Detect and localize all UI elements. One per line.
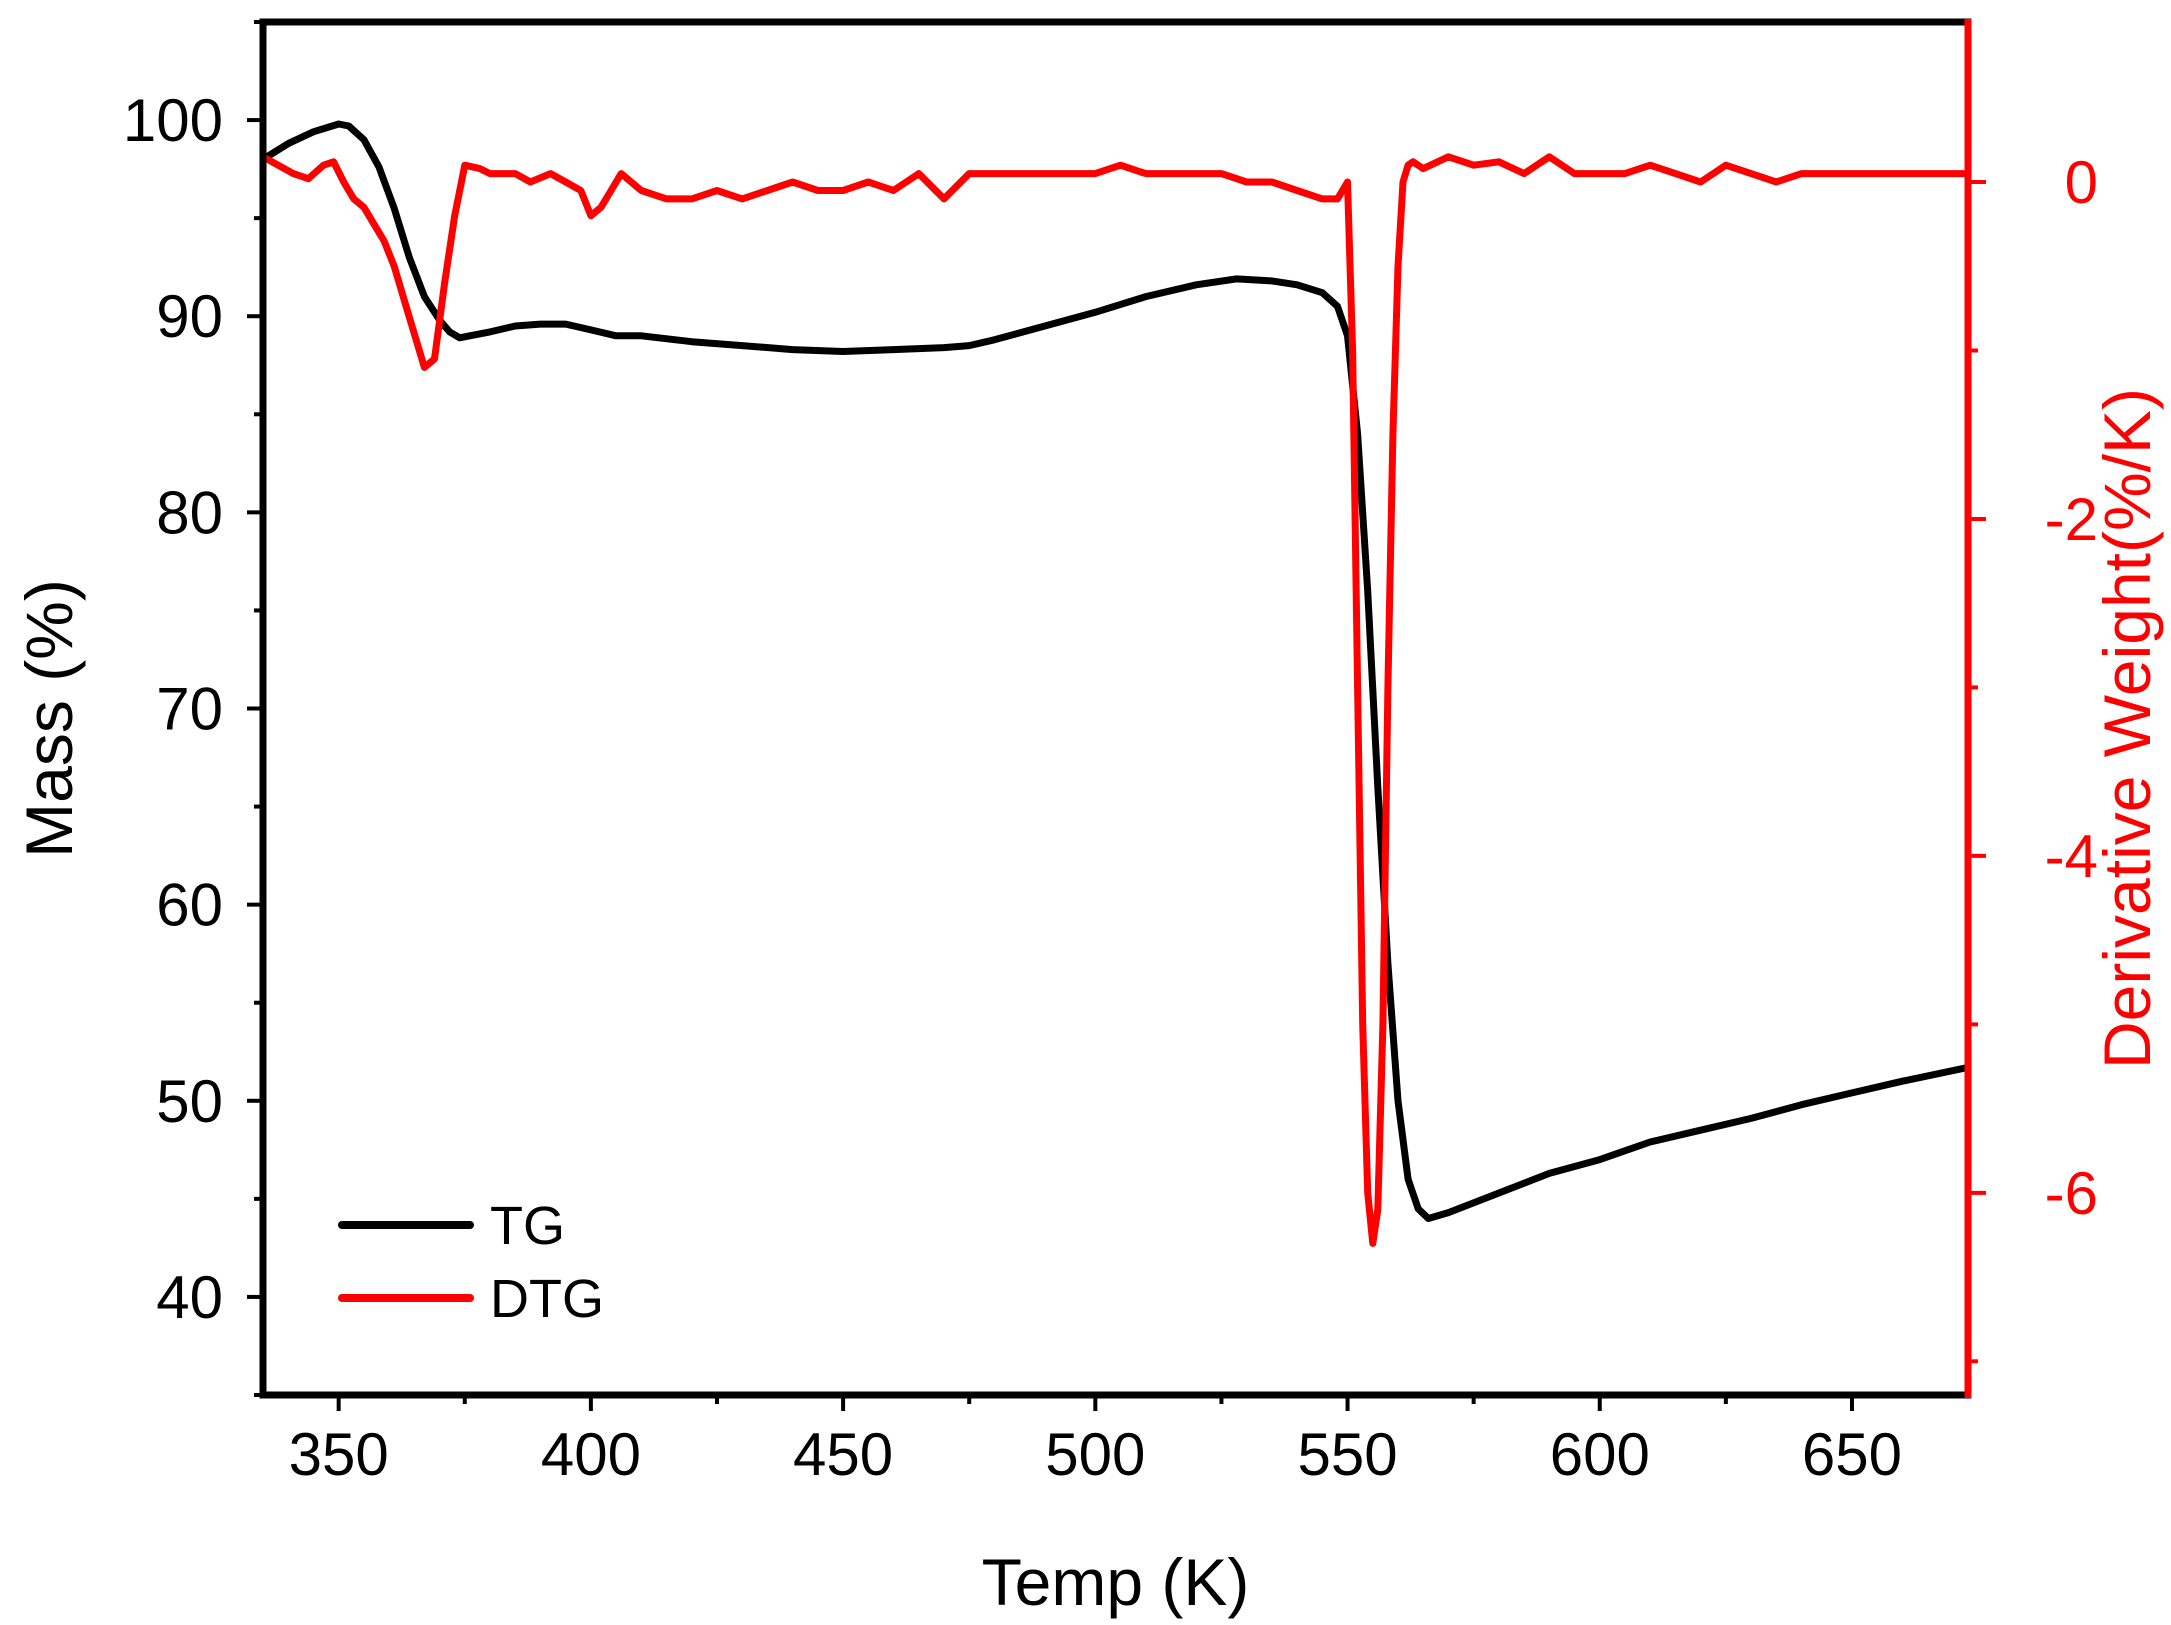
x-tick-label: 650 [1802, 1421, 1902, 1488]
series-line-dtg [263, 153, 1968, 1247]
y-tick-label: 60 [156, 872, 223, 939]
y-tick-label: 80 [156, 479, 223, 546]
y-tick-label: 50 [156, 1068, 223, 1135]
x-tick-label: 550 [1297, 1421, 1397, 1488]
x-tick-label: 400 [541, 1421, 641, 1488]
y-tick-label: 100 [123, 87, 223, 154]
y2-axis-title: Derivative Weight(%/K) [2090, 388, 2164, 1069]
x-tick-label: 450 [793, 1421, 893, 1488]
plot-layer [263, 120, 1968, 1247]
series-line-tg [263, 120, 1968, 1222]
y-tick-label: 40 [156, 1264, 223, 1331]
y-tick-label: 70 [156, 676, 223, 743]
y2-tick-label: -6 [2045, 1160, 2098, 1227]
legend-label-tg: TG [490, 1196, 565, 1256]
x-tick-label: 350 [289, 1421, 389, 1488]
y-tick-label: 90 [156, 283, 223, 350]
axes-layer: 350 400 450 500 550 600 650 40 50 60 70 80 90 100 -6 -4… [123, 19, 2098, 1488]
legend: TG DTG [338, 1196, 604, 1329]
y2-tick-label: 0 [2065, 149, 2098, 216]
legend-label-dtg: DTG [490, 1269, 604, 1329]
x-tick-label: 500 [1045, 1421, 1145, 1488]
y2-tick-label: -4 [2045, 823, 2098, 890]
x-axis-title: Temp (K) [982, 1545, 1250, 1619]
y-axis-title: Mass (%) [12, 579, 86, 858]
y2-tick-label: -2 [2045, 486, 2098, 553]
plot-frame [259, 18, 1972, 1399]
x-tick-label: 600 [1550, 1421, 1650, 1488]
